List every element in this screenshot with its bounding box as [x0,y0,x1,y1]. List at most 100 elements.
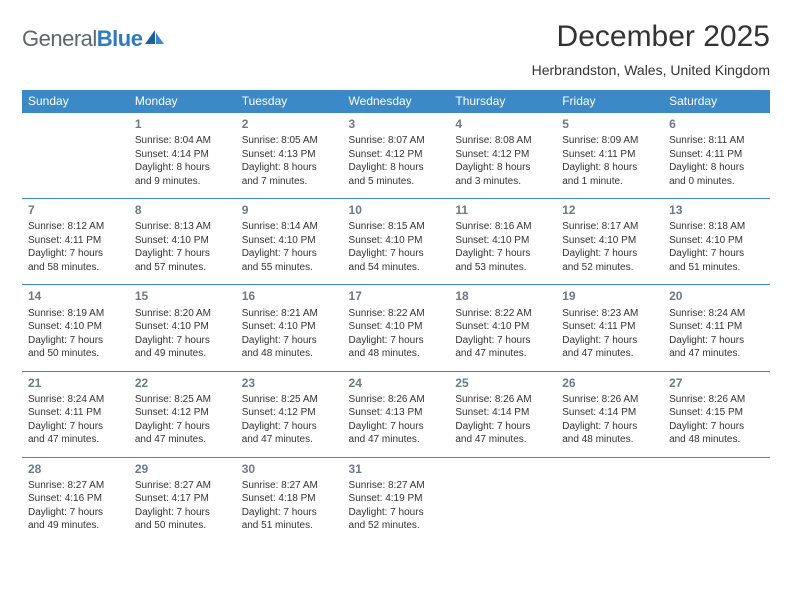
day-cell: 15Sunrise: 8:20 AMSunset: 4:10 PMDayligh… [129,285,236,371]
daylight-line: and 47 minutes. [28,433,123,447]
sunset-line: Sunset: 4:15 PM [669,406,764,420]
sunrise-line: Sunrise: 8:15 AM [349,220,444,234]
sunrise-line: Sunrise: 8:13 AM [135,220,230,234]
week-row: 7Sunrise: 8:12 AMSunset: 4:11 PMDaylight… [22,199,770,285]
day-number: 4 [455,116,550,132]
sunset-line: Sunset: 4:11 PM [562,148,657,162]
day-number: 23 [242,375,337,391]
daylight-line: and 49 minutes. [135,347,230,361]
daylight-line: Daylight: 8 hours [669,161,764,175]
day-number: 20 [669,288,764,304]
day-cell: 10Sunrise: 8:15 AMSunset: 4:10 PMDayligh… [343,199,450,285]
sunrise-line: Sunrise: 8:25 AM [242,393,337,407]
day-number: 9 [242,202,337,218]
sunrise-line: Sunrise: 8:26 AM [669,393,764,407]
col-thursday: Thursday [449,90,556,113]
day-number: 10 [349,202,444,218]
sunset-line: Sunset: 4:18 PM [242,492,337,506]
sunset-line: Sunset: 4:11 PM [562,320,657,334]
col-monday: Monday [129,90,236,113]
daylight-line: and 48 minutes. [562,433,657,447]
daylight-line: Daylight: 7 hours [28,420,123,434]
sunrise-line: Sunrise: 8:24 AM [28,393,123,407]
daylight-line: and 1 minute. [562,175,657,189]
sunrise-line: Sunrise: 8:22 AM [349,307,444,321]
daylight-line: and 52 minutes. [349,519,444,533]
daylight-line: and 51 minutes. [242,519,337,533]
sunrise-line: Sunrise: 8:17 AM [562,220,657,234]
logo-part2: Blue [97,26,143,51]
day-number: 7 [28,202,123,218]
daylight-line: and 3 minutes. [455,175,550,189]
daylight-line: Daylight: 7 hours [455,247,550,261]
day-number: 22 [135,375,230,391]
day-cell: 26Sunrise: 8:26 AMSunset: 4:14 PMDayligh… [556,371,663,457]
sunrise-line: Sunrise: 8:24 AM [669,307,764,321]
day-number: 28 [28,461,123,477]
sunset-line: Sunset: 4:17 PM [135,492,230,506]
sunset-line: Sunset: 4:10 PM [455,234,550,248]
day-cell: 30Sunrise: 8:27 AMSunset: 4:18 PMDayligh… [236,457,343,543]
day-cell: 1Sunrise: 8:04 AMSunset: 4:14 PMDaylight… [129,113,236,199]
calendar-table: Sunday Monday Tuesday Wednesday Thursday… [22,90,770,543]
daylight-line: Daylight: 7 hours [669,247,764,261]
title-block: December 2025 Herbrandston, Wales, Unite… [532,20,770,78]
sunrise-line: Sunrise: 8:07 AM [349,134,444,148]
daylight-line: Daylight: 7 hours [669,420,764,434]
sunset-line: Sunset: 4:14 PM [135,148,230,162]
sunrise-line: Sunrise: 8:14 AM [242,220,337,234]
sunset-line: Sunset: 4:10 PM [349,234,444,248]
daylight-line: and 55 minutes. [242,261,337,275]
day-cell: 28Sunrise: 8:27 AMSunset: 4:16 PMDayligh… [22,457,129,543]
daylight-line: Daylight: 7 hours [28,506,123,520]
day-number: 29 [135,461,230,477]
day-cell: 5Sunrise: 8:09 AMSunset: 4:11 PMDaylight… [556,113,663,199]
day-number: 14 [28,288,123,304]
sunset-line: Sunset: 4:10 PM [242,320,337,334]
sunrise-line: Sunrise: 8:23 AM [562,307,657,321]
sunset-line: Sunset: 4:11 PM [669,148,764,162]
day-cell: 16Sunrise: 8:21 AMSunset: 4:10 PMDayligh… [236,285,343,371]
day-cell: 31Sunrise: 8:27 AMSunset: 4:19 PMDayligh… [343,457,450,543]
sunset-line: Sunset: 4:11 PM [28,406,123,420]
day-cell [22,113,129,199]
daylight-line: Daylight: 7 hours [669,334,764,348]
daylight-line: Daylight: 8 hours [562,161,657,175]
sunrise-line: Sunrise: 8:27 AM [135,479,230,493]
daylight-line: and 48 minutes. [242,347,337,361]
daylight-line: Daylight: 7 hours [242,420,337,434]
day-number: 26 [562,375,657,391]
day-cell: 23Sunrise: 8:25 AMSunset: 4:12 PMDayligh… [236,371,343,457]
day-cell [663,457,770,543]
day-cell: 20 Sunrise: 8:24 AMSunset: 4:11 PMDayligh… [663,285,770,371]
daylight-line: and 54 minutes. [349,261,444,275]
daylight-line: and 7 minutes. [242,175,337,189]
day-number: 15 [135,288,230,304]
sunrise-line: Sunrise: 8:27 AM [349,479,444,493]
day-cell: 7Sunrise: 8:12 AMSunset: 4:11 PMDaylight… [22,199,129,285]
daylight-line: Daylight: 7 hours [28,334,123,348]
sunset-line: Sunset: 4:12 PM [349,148,444,162]
sunset-line: Sunset: 4:10 PM [135,234,230,248]
day-number: 31 [349,461,444,477]
day-number: 19 [562,288,657,304]
daylight-line: and 51 minutes. [669,261,764,275]
sunset-line: Sunset: 4:16 PM [28,492,123,506]
daylight-line: and 9 minutes. [135,175,230,189]
daylight-line: Daylight: 7 hours [349,334,444,348]
sunset-line: Sunset: 4:10 PM [562,234,657,248]
sunrise-line: Sunrise: 8:12 AM [28,220,123,234]
day-cell: 4Sunrise: 8:08 AMSunset: 4:12 PMDaylight… [449,113,556,199]
sunset-line: Sunset: 4:13 PM [242,148,337,162]
daylight-line: and 48 minutes. [349,347,444,361]
daylight-line: Daylight: 7 hours [349,506,444,520]
day-number: 18 [455,288,550,304]
col-sunday: Sunday [22,90,129,113]
sunset-line: Sunset: 4:12 PM [135,406,230,420]
sunset-line: Sunset: 4:10 PM [135,320,230,334]
logo-sail-icon [144,29,166,52]
day-number: 2 [242,116,337,132]
sunset-line: Sunset: 4:11 PM [669,320,764,334]
sunrise-line: Sunrise: 8:16 AM [455,220,550,234]
logo: GeneralBlue [22,26,166,52]
